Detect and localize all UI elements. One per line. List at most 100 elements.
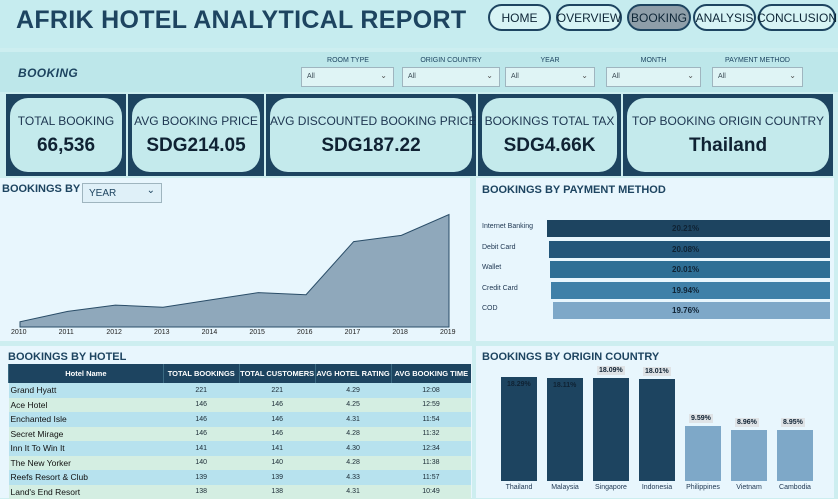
x-tick-label: 2016: [297, 329, 313, 336]
hotel-name-cell: Land's End Resort: [9, 485, 164, 499]
filter-label-month: MONTH: [606, 57, 701, 64]
table-cell: 4.33: [315, 470, 391, 485]
x-tick-label: 2017: [345, 329, 361, 336]
hotel-name-cell: Reefs Resort & Club: [9, 470, 164, 485]
kpi-label: AVG BOOKING PRICE: [132, 114, 260, 128]
hotel-name-cell: Secret Mirage: [9, 427, 164, 442]
table-header-row: Hotel Name TOTAL BOOKINGS TOTAL CUSTOMER…: [9, 364, 472, 383]
kpi-card-bookings-total-tax: BOOKINGS TOTAL TAX SDG4.66K: [478, 94, 621, 176]
nav-analysis-button[interactable]: ANALYSIS: [693, 4, 756, 31]
data-label: 8.96%: [735, 418, 759, 427]
table-cell: 146: [239, 412, 315, 427]
hotel-name-cell: Grand Hyatt: [9, 383, 164, 398]
chevron-down-icon: ⌄: [687, 71, 694, 80]
hotel-name-cell: Inn It To Win It: [9, 441, 164, 456]
table-cell: 4.25: [315, 398, 391, 413]
hotel-table: Hotel Name TOTAL BOOKINGS TOTAL CUSTOMER…: [8, 364, 471, 499]
chevron-down-icon: ⌄: [486, 71, 493, 80]
category-label: Vietnam: [725, 484, 773, 491]
filter-value: All: [307, 73, 315, 80]
table-cell: 12:59: [391, 398, 471, 413]
hotel-name-cell: The New Yorker: [9, 456, 164, 471]
table-cell: 10:49: [391, 485, 471, 499]
filter-label-payment-method: PAYMENT METHOD: [712, 57, 803, 64]
data-label: 18.11%: [551, 381, 578, 390]
nav-booking-button[interactable]: BOOKING: [627, 4, 691, 31]
data-label: 20.21%: [672, 224, 699, 233]
bar[interactable]: [685, 426, 721, 481]
table-cell: 4.31: [315, 412, 391, 427]
bar[interactable]: [639, 379, 675, 481]
col-hotel-name[interactable]: Hotel Name: [9, 364, 164, 383]
bar[interactable]: [593, 378, 629, 481]
table-cell: 11:54: [391, 412, 471, 427]
filter-label-room-type: ROOM TYPE: [302, 57, 394, 64]
col-avg-hotel-rating[interactable]: AVG HOTEL RATING: [315, 364, 391, 383]
kpi-card-avg-discounted-price: AVG DISCOUNTED BOOKING PRICE SDG187.22: [266, 94, 476, 176]
kpi-value: SDG187.22: [270, 135, 472, 157]
kpi-label: TOTAL BOOKING: [10, 114, 122, 128]
kpi-label: TOP BOOKING ORIGIN COUNTRY: [627, 114, 829, 128]
bar[interactable]: [777, 430, 813, 481]
data-label: 18.01%: [643, 367, 671, 376]
col-avg-booking-time[interactable]: AVG BOOKING TIME: [391, 364, 471, 383]
origin-country-title: BOOKINGS BY ORIGIN COUNTRY: [482, 351, 659, 363]
table-cell: 4.28: [315, 427, 391, 442]
table-cell: 139: [163, 470, 239, 485]
kpi-label: BOOKINGS TOTAL TAX: [482, 114, 617, 128]
category-label: COD: [482, 305, 498, 312]
col-total-customers[interactable]: TOTAL CUSTOMERS: [239, 364, 315, 383]
area-series: [20, 215, 449, 328]
chevron-down-icon: ⌄: [581, 71, 588, 80]
category-label: Debit Card: [482, 244, 515, 251]
kpi-label: AVG DISCOUNTED BOOKING PRICE: [270, 114, 472, 128]
table-cell: 221: [163, 383, 239, 398]
page-section-label: BOOKING: [18, 66, 78, 80]
table-cell: 4.29: [315, 383, 391, 398]
table-cell: 146: [163, 398, 239, 413]
table-cell: 141: [239, 441, 315, 456]
table-cell: 4.28: [315, 456, 391, 471]
kpi-value: SDG4.66K: [482, 135, 617, 157]
bookings-by-title: BOOKINGS BY: [2, 183, 80, 195]
category-label: Philippines: [679, 484, 727, 491]
filter-origin-country-select[interactable]: All⌄: [402, 67, 500, 87]
col-total-bookings[interactable]: TOTAL BOOKINGS: [163, 364, 239, 383]
nav-overview-button[interactable]: OVERVIEW: [556, 4, 622, 31]
nav-home-button[interactable]: HOME: [488, 4, 551, 31]
data-label: 20.01%: [672, 265, 699, 274]
filter-room-type-select[interactable]: All ⌄: [301, 67, 394, 87]
bar[interactable]: [501, 377, 537, 481]
bar[interactable]: [547, 378, 583, 481]
table-cell: 11:38: [391, 456, 471, 471]
filter-month-select[interactable]: All⌄: [606, 67, 701, 87]
bar[interactable]: [731, 430, 767, 481]
x-tick-label: 2015: [249, 329, 265, 336]
nav-conclusion-button[interactable]: CONCLUSION: [758, 4, 836, 31]
x-tick-label: 2011: [59, 329, 74, 336]
data-label: 8.95%: [781, 418, 805, 427]
chevron-down-icon: ⌄: [380, 71, 387, 80]
filter-year-select[interactable]: All ⌄: [505, 67, 595, 87]
chevron-down-icon: ⌄: [147, 185, 155, 196]
table-cell: 140: [163, 456, 239, 471]
table-cell: 141: [163, 441, 239, 456]
filter-payment-method-select[interactable]: All⌄: [712, 67, 803, 87]
data-label: 9.59%: [689, 414, 713, 423]
table-cell: 146: [239, 427, 315, 442]
category-label: Credit Card: [482, 285, 518, 292]
x-tick-label: 2013: [154, 329, 170, 336]
table-cell: 4.30: [315, 441, 391, 456]
filter-value: All: [511, 73, 519, 80]
